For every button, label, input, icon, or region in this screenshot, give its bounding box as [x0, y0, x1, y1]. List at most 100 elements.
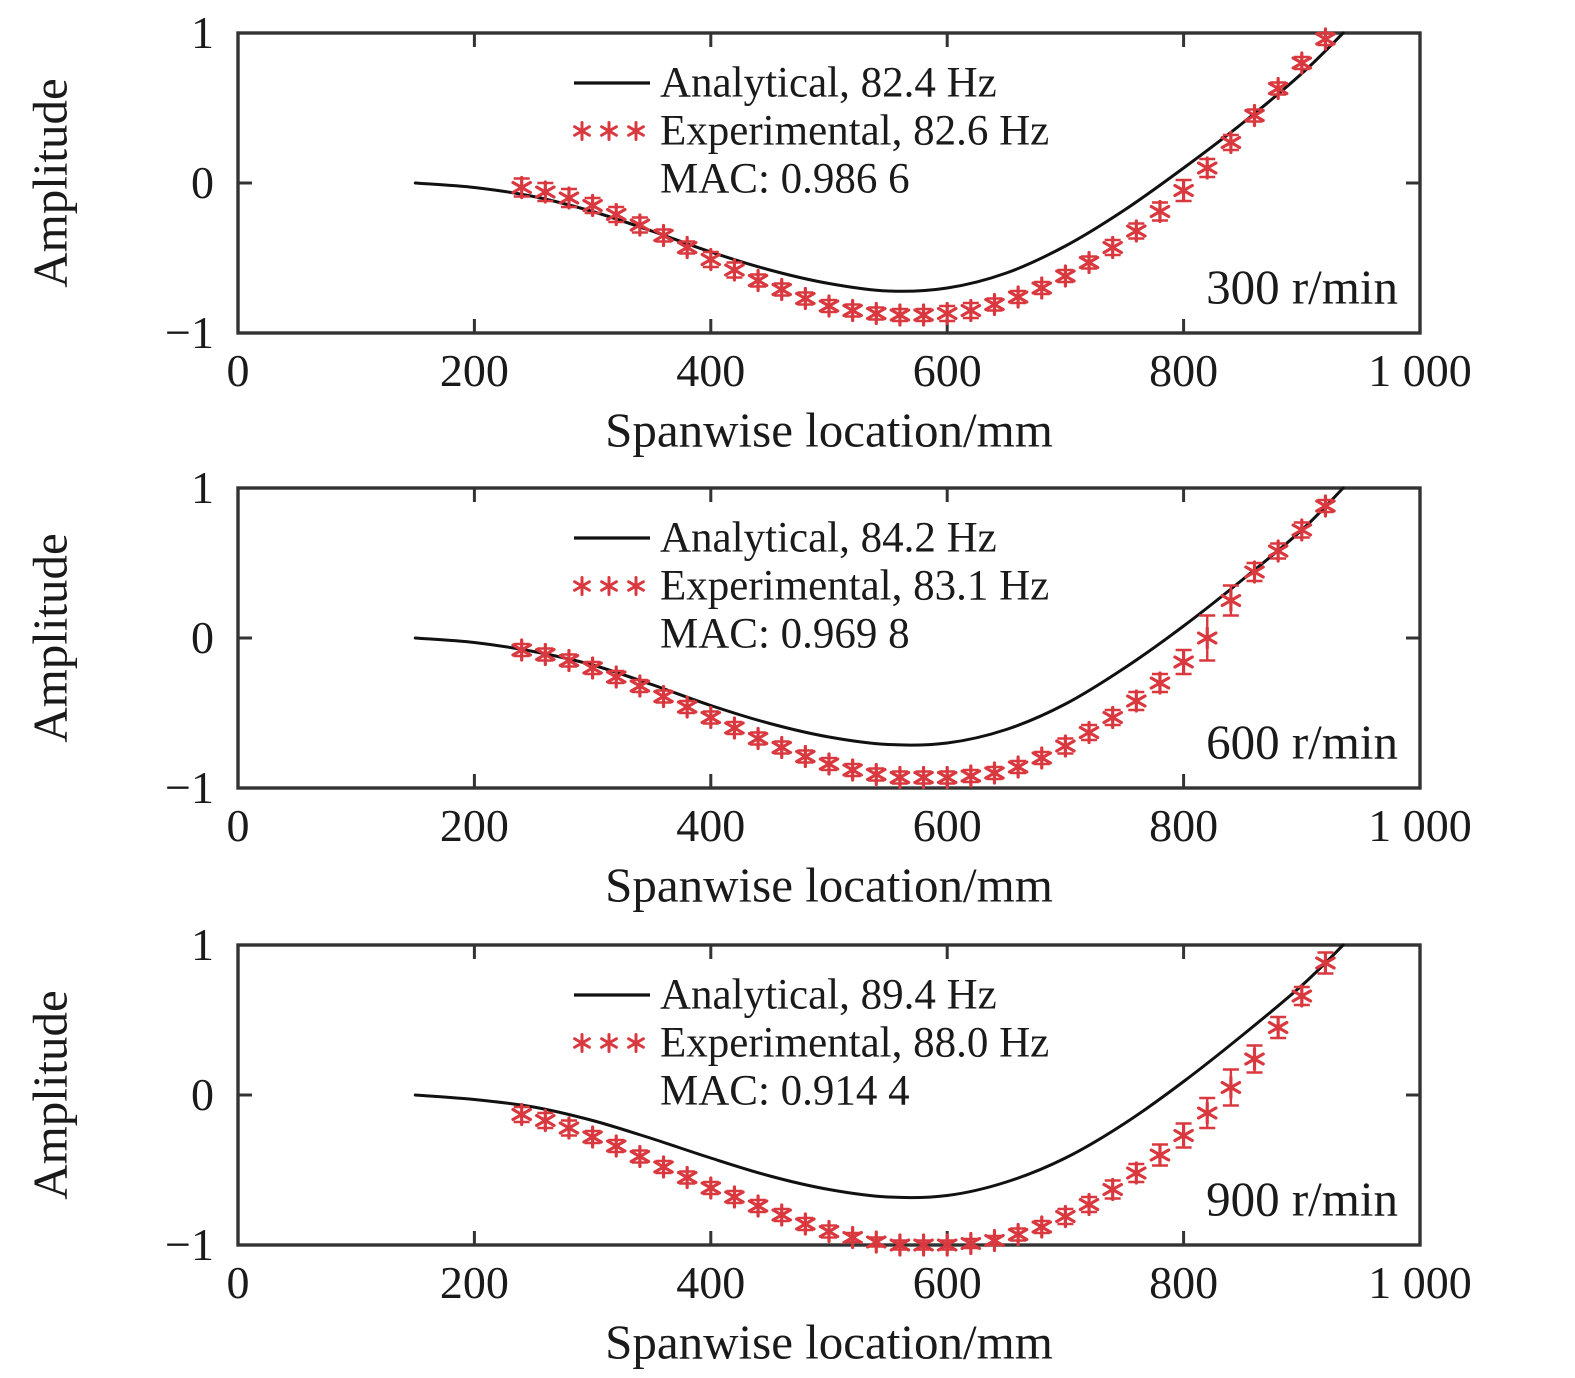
asterisk-icon — [600, 121, 618, 141]
experimental-point — [653, 223, 674, 248]
asterisk-marker-icon — [960, 764, 982, 788]
asterisk-marker-icon — [1220, 1075, 1242, 1100]
asterisk-marker-icon — [1078, 1192, 1100, 1217]
experimental-point — [1078, 250, 1100, 275]
experimental-point — [1126, 219, 1147, 243]
experimental-series — [511, 494, 1336, 790]
x-tick-label: 0 — [226, 1257, 250, 1308]
asterisk-marker-icon — [1315, 27, 1336, 51]
experimental-point — [1007, 755, 1029, 779]
rotor-speed-label: 300 r/min — [1206, 259, 1398, 315]
asterisk-marker-icon — [1244, 1047, 1265, 1071]
x-tick-label: 800 — [1149, 1257, 1219, 1308]
asterisk-marker-icon — [889, 303, 911, 327]
asterisk-marker-icon — [795, 744, 816, 769]
asterisk-marker-icon — [771, 277, 793, 302]
experimental-point — [936, 301, 958, 326]
y-tick-label: 0 — [191, 612, 214, 663]
experimental-point — [747, 268, 769, 293]
experimental-point — [1291, 51, 1313, 75]
experimental-point — [535, 180, 556, 204]
asterisk-marker-icon — [936, 765, 958, 790]
asterisk-marker-icon — [1173, 650, 1194, 674]
asterisk-marker-icon — [818, 294, 840, 318]
experimental-point — [1220, 1068, 1242, 1107]
asterisk-marker-icon — [1173, 1123, 1194, 1148]
legend-mac-entry: MAC: 0.986 6 — [660, 155, 910, 203]
experimental-point — [558, 186, 580, 210]
experimental-point — [747, 1194, 769, 1218]
x-axis-label: Spanwise location/mm — [605, 857, 1053, 913]
asterisk-marker-icon — [582, 193, 603, 218]
legend-experimental-entry: Experimental, 83.1 Hz — [660, 562, 1050, 610]
asterisk-marker-icon — [558, 1116, 580, 1140]
experimental-point — [842, 758, 863, 782]
asterisk-marker-icon — [1102, 705, 1123, 730]
experimental-point — [676, 1165, 698, 1190]
legend-experimental-marker-sample — [573, 576, 645, 596]
asterisk-marker-icon — [1031, 276, 1053, 300]
experimental-point — [1149, 199, 1171, 224]
experimental-point — [1291, 984, 1313, 1008]
experimental-point — [582, 656, 603, 680]
asterisk-marker-icon — [629, 213, 651, 237]
experimental-point — [795, 1212, 816, 1236]
experimental-point — [747, 726, 769, 751]
experimental-point — [605, 665, 627, 689]
asterisk-marker-icon — [818, 1219, 840, 1244]
asterisk-marker-icon — [1078, 720, 1100, 745]
asterisk-marker-icon — [984, 761, 1005, 785]
asterisk-marker-icon — [653, 1155, 674, 1179]
asterisk-icon — [627, 576, 645, 596]
asterisk-marker-icon — [676, 235, 698, 260]
experimental-point — [558, 1116, 580, 1140]
experimental-point — [653, 1155, 674, 1179]
x-tick-label: 1 000 — [1368, 1257, 1472, 1308]
experimental-point — [913, 303, 934, 327]
experimental-point — [1244, 1044, 1265, 1074]
y-tick-label: −1 — [165, 762, 214, 813]
asterisk-marker-icon — [700, 705, 722, 730]
experimental-point — [1173, 178, 1194, 203]
y-axis-label: Amplitude — [22, 533, 78, 743]
experimental-point — [1078, 1192, 1100, 1217]
experimental-point — [889, 303, 911, 327]
asterisk-marker-icon — [771, 735, 793, 760]
asterisk-marker-icon — [1126, 219, 1147, 243]
experimental-point — [1244, 560, 1265, 584]
experimental-point — [1126, 689, 1147, 713]
experimental-point — [629, 213, 651, 237]
asterisk-marker-icon — [1267, 1015, 1289, 1040]
experimental-point — [724, 716, 745, 740]
asterisk-marker-icon — [558, 186, 580, 210]
experimental-point — [771, 735, 793, 760]
legend-experimental-entry: Experimental, 82.6 Hz — [660, 107, 1050, 155]
asterisk-marker-icon — [1149, 671, 1171, 695]
x-tick-label: 400 — [676, 345, 746, 396]
experimental-point — [771, 1203, 793, 1227]
experimental-point — [889, 765, 911, 790]
asterisk-marker-icon — [1102, 1177, 1123, 1202]
asterisk-marker-icon — [1031, 1215, 1053, 1239]
experimental-point — [936, 1233, 958, 1257]
asterisk-marker-icon — [1196, 1101, 1218, 1125]
experimental-point — [582, 1125, 603, 1149]
experimental-point — [1055, 734, 1076, 758]
x-tick-label: 1 000 — [1368, 800, 1472, 851]
experimental-point — [653, 684, 674, 709]
experimental-point — [1149, 671, 1171, 695]
experimental-point — [984, 292, 1005, 317]
legend-mac-entry: MAC: 0.969 8 — [660, 610, 910, 658]
asterisk-icon — [600, 576, 618, 596]
x-tick-label: 600 — [912, 1257, 982, 1308]
subplot-300rpm — [236, 27, 1422, 335]
asterisk-marker-icon — [724, 1185, 745, 1209]
x-axis-label: Spanwise location/mm — [605, 402, 1053, 458]
asterisk-marker-icon — [1220, 130, 1242, 155]
asterisk-marker-icon — [1126, 1161, 1147, 1185]
asterisk-marker-icon — [913, 765, 934, 790]
experimental-point — [818, 294, 840, 318]
asterisk-marker-icon — [960, 298, 982, 323]
asterisk-marker-icon — [747, 1194, 769, 1218]
